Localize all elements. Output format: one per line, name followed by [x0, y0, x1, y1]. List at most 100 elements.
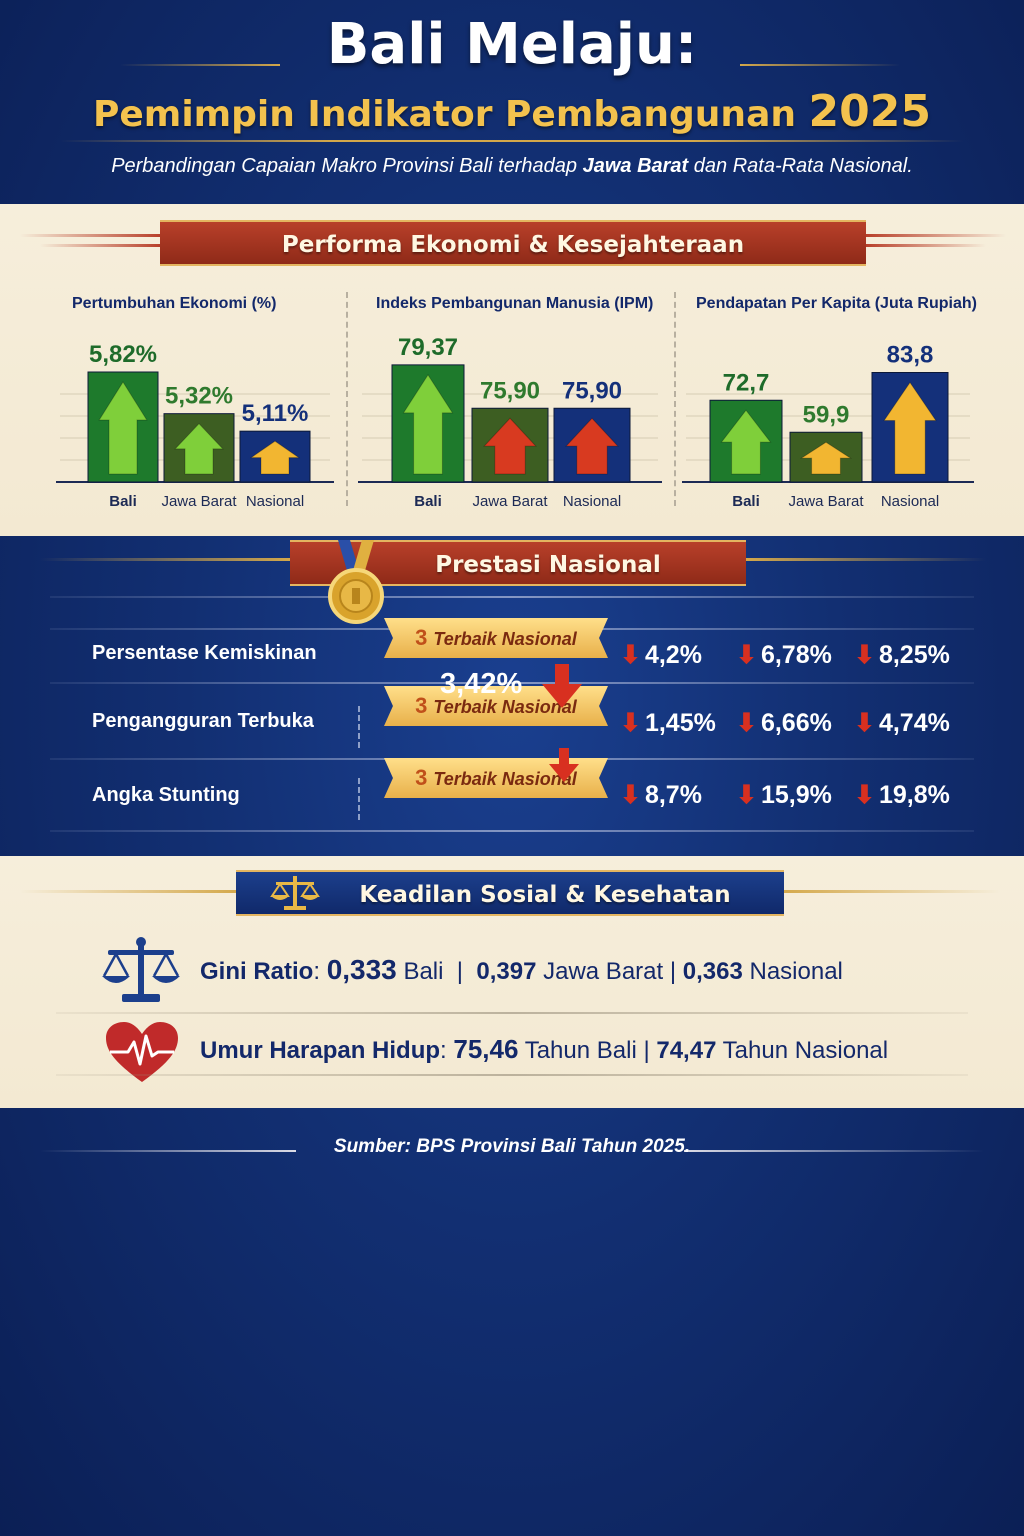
stat-number: 8,7%	[644, 781, 702, 809]
data-label: 5,11%	[242, 400, 309, 427]
category-label: Jawa Barat	[161, 493, 237, 510]
down-arrow-icon: ⬇	[736, 641, 757, 669]
title-rule-left	[120, 64, 280, 66]
life-nas-unit: Tahun Nasional	[722, 1037, 889, 1064]
down-arrow-icon: ⬇	[854, 641, 875, 669]
national-rule-top	[50, 596, 974, 598]
stat-value: ⬇ 1,45%	[620, 708, 716, 738]
rank-badge: 3 Terbaik Nasional	[384, 758, 608, 798]
row-divider-3	[358, 778, 360, 820]
down-arrow-icon: ⬇	[854, 709, 875, 737]
life-nas-value: 74,47	[656, 1037, 717, 1064]
category-label: Jawa Barat	[472, 493, 548, 510]
description-prefix: Perbandingan Capaian Makro Provinsi Bali…	[111, 155, 583, 177]
gini-nas-value: 0,363	[682, 958, 743, 985]
gini-nas-unit: Nasional	[749, 958, 843, 985]
stat-number: 4,74%	[878, 709, 950, 737]
stat-value: ⬇ 8,7%	[620, 780, 702, 810]
ribbon-streak-right	[866, 234, 1006, 237]
stat-value: ⬇ 4,2%	[620, 640, 702, 670]
description-suffix: dan Rata-Rata Nasional.	[688, 155, 913, 177]
down-arrow-icon: ⬇	[620, 709, 641, 737]
ribbon-streak-left	[20, 234, 160, 237]
data-label: 72,7	[723, 369, 770, 396]
national-streak-left	[40, 558, 290, 561]
ribbon-streak-right-2	[866, 244, 986, 247]
arrow-up-icon	[98, 381, 148, 475]
arrow-up-icon	[483, 417, 537, 475]
stat-number: 6,66%	[760, 709, 832, 737]
category-label: Bali	[732, 493, 760, 510]
down-arrow-icon: ⬇	[620, 781, 641, 809]
gini-line: Gini Ratio: 0,333 Bali | 0,397 Jawa Bara…	[200, 954, 843, 985]
arrow-up-icon	[565, 417, 619, 475]
stat-number: 8,25%	[878, 641, 950, 669]
rank-number: 3	[415, 693, 428, 718]
stat-value: ⬇ 6,66%	[736, 708, 832, 738]
down-arrow-icon: ⬇	[736, 781, 757, 809]
gini-jabar-unit: Jawa Barat	[543, 958, 664, 985]
stat-value: ⬇ 4,74%	[854, 708, 950, 738]
gini-bali-value: 0,333	[326, 954, 397, 985]
section-title-economy: Performa Ekonomi & Kesejahteraan	[160, 220, 866, 266]
arrow-up-icon	[883, 381, 937, 475]
stat-number: 19,8%	[878, 781, 950, 809]
social-streak-right	[780, 890, 1000, 893]
life-label: Umur Harapan Hidup	[200, 1037, 441, 1064]
row-label: Persentase Kemiskinan	[92, 642, 317, 664]
floating-value: 3,42%	[440, 668, 523, 700]
justice-scales-icon	[102, 937, 180, 1002]
data-label: 79,37	[398, 334, 458, 361]
category-label: Bali	[414, 493, 442, 510]
gini-bali-unit: Bali	[403, 958, 444, 985]
data-label: 5,82%	[89, 341, 157, 368]
rank-text: Terbaik Nasional	[433, 629, 577, 649]
category-label: Nasional	[246, 493, 304, 510]
down-arrow-icon: ⬇	[620, 641, 641, 669]
economy-charts: Pertumbuhan Ekonomi (%) 5,82% Bali 5,32% Jaw…	[56, 295, 977, 510]
page-subtitle: Pemimpin Indikator Pembangunan 2025	[0, 86, 1024, 137]
gini-label: Gini Ratio	[200, 958, 314, 985]
category-label: Nasional	[881, 493, 939, 510]
subtitle-year: 2025	[808, 86, 931, 137]
arrow-up-icon	[402, 373, 454, 475]
arrow-up-icon	[174, 422, 224, 475]
life-expectancy-line: Umur Harapan Hidup: 75,46 Tahun Bali | 7…	[200, 1034, 889, 1064]
data-label: 75,90	[480, 377, 540, 404]
scales-icon	[270, 876, 320, 910]
row-divider-2	[358, 706, 360, 748]
rank-badge: 3 Terbaik Nasional	[384, 618, 608, 658]
rank-text: Terbaik Nasional	[433, 769, 577, 789]
ribbon-streak-left-2	[40, 244, 160, 247]
social-rule-bottom	[56, 1074, 968, 1076]
page-description: Perbandingan Capaian Makro Provinsi Bali…	[0, 155, 1024, 178]
description-bold: Jawa Barat	[582, 155, 689, 177]
source-rule-left	[40, 1150, 296, 1152]
rank-number: 3	[415, 625, 428, 650]
chart-title: Pertumbuhan Ekonomi (%)	[72, 295, 276, 312]
category-label: Bali	[109, 493, 137, 510]
life-bali-place: Bali	[596, 1037, 637, 1064]
chart-title: Indeks Pembangunan Manusia (IPM)	[376, 295, 653, 312]
data-label: 83,8	[887, 342, 934, 369]
national-streak-right	[746, 558, 986, 561]
subtitle-rule	[60, 140, 964, 142]
stat-value: ⬇ 8,25%	[854, 640, 950, 670]
chart-title: Pendapatan Per Kapita (Juta Rupiah)	[696, 295, 977, 312]
stat-value: ⬇ 15,9%	[736, 780, 832, 810]
source-rule-right	[684, 1150, 984, 1152]
data-label: 59,9	[803, 401, 850, 428]
arrow-up-icon	[249, 440, 301, 475]
down-arrow-icon	[549, 748, 579, 782]
page-title: Bali Melaju:	[326, 12, 698, 77]
life-bali-value: 75,46	[453, 1034, 519, 1064]
rank-number: 3	[415, 765, 428, 790]
data-label: 75,90	[562, 377, 622, 404]
category-label: Nasional	[563, 493, 621, 510]
category-label: Jawa Barat	[788, 493, 864, 510]
down-arrow-icon	[542, 664, 582, 708]
stat-number: 1,45%	[644, 709, 716, 737]
heart-icon	[106, 1022, 178, 1082]
row-label: Angka Stunting	[92, 784, 240, 806]
row-label: Pengangguran Terbuka	[92, 710, 314, 732]
